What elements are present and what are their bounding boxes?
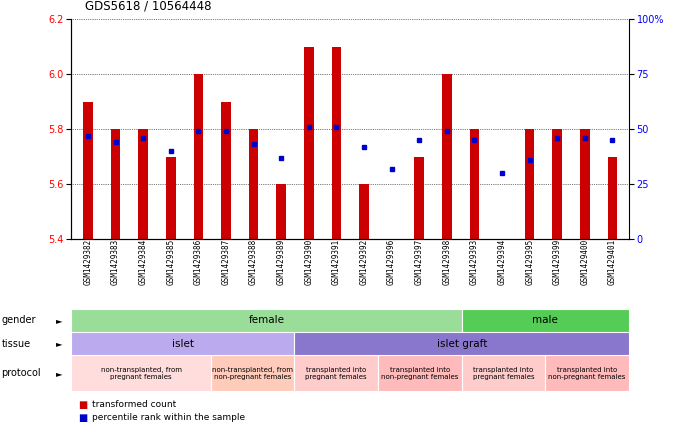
Bar (71, 309, 462, 332)
Bar (211, 355, 294, 391)
Bar (83, 102, 92, 239)
Bar (525, 129, 534, 239)
Bar (71, 332, 294, 355)
Text: GSM1429395: GSM1429395 (525, 239, 534, 285)
Bar (470, 129, 479, 239)
Bar (294, 332, 629, 355)
Bar (111, 129, 120, 239)
Text: tissue: tissue (1, 339, 31, 349)
Text: non-transplanted, from
non-pregnant females: non-transplanted, from non-pregnant fema… (212, 367, 293, 380)
Text: GSM1429392: GSM1429392 (360, 239, 369, 285)
Bar (71, 355, 211, 391)
Bar (608, 157, 617, 239)
Text: transformed count: transformed count (92, 400, 176, 409)
Bar (194, 74, 203, 239)
Text: GSM1429399: GSM1429399 (553, 239, 562, 285)
Text: GSM1429391: GSM1429391 (332, 239, 341, 285)
Bar (276, 184, 286, 239)
Text: percentile rank within the sample: percentile rank within the sample (92, 413, 245, 422)
Bar (580, 129, 590, 239)
Text: islet: islet (172, 339, 194, 349)
Text: transplanted into
non-pregnant females: transplanted into non-pregnant females (549, 367, 626, 380)
Bar (332, 47, 341, 239)
Bar (462, 355, 545, 391)
Text: GSM1429383: GSM1429383 (111, 239, 120, 285)
Bar (442, 74, 452, 239)
Bar (304, 47, 313, 239)
Bar (249, 129, 258, 239)
Text: ■: ■ (78, 412, 88, 423)
Bar (378, 355, 462, 391)
Text: gender: gender (1, 316, 36, 325)
Bar (138, 129, 148, 239)
Text: GSM1429401: GSM1429401 (608, 239, 617, 285)
Text: GSM1429393: GSM1429393 (470, 239, 479, 285)
Text: GSM1429398: GSM1429398 (442, 239, 452, 285)
Bar (414, 157, 424, 239)
Text: transplanted into
pregnant females: transplanted into pregnant females (305, 367, 367, 380)
Text: GSM1429384: GSM1429384 (139, 239, 148, 285)
Text: ■: ■ (78, 400, 88, 410)
Text: transplanted into
pregnant females: transplanted into pregnant females (473, 367, 534, 380)
Text: GDS5618 / 10564448: GDS5618 / 10564448 (85, 0, 211, 13)
Text: GSM1429388: GSM1429388 (249, 239, 258, 285)
Text: transplanted into
non-pregnant females: transplanted into non-pregnant females (381, 367, 458, 380)
Bar (552, 129, 562, 239)
Text: ►: ► (56, 369, 63, 378)
Bar (462, 309, 629, 332)
Text: GSM1429396: GSM1429396 (387, 239, 396, 285)
Text: GSM1429382: GSM1429382 (84, 239, 92, 285)
Bar (294, 355, 378, 391)
Bar (359, 184, 369, 239)
Text: GSM1429397: GSM1429397 (415, 239, 424, 285)
Text: ►: ► (56, 316, 63, 325)
Text: female: female (249, 316, 284, 325)
Text: GSM1429386: GSM1429386 (194, 239, 203, 285)
Text: GSM1429394: GSM1429394 (498, 239, 507, 285)
Text: islet graft: islet graft (437, 339, 487, 349)
Bar (166, 157, 175, 239)
Bar (545, 355, 629, 391)
Text: male: male (532, 316, 558, 325)
Text: protocol: protocol (1, 368, 41, 378)
Text: GSM1429385: GSM1429385 (167, 239, 175, 285)
Text: GSM1429389: GSM1429389 (277, 239, 286, 285)
Text: non-transplanted, from
pregnant females: non-transplanted, from pregnant females (101, 367, 182, 380)
Text: GSM1429390: GSM1429390 (304, 239, 313, 285)
Text: ►: ► (56, 339, 63, 348)
Bar (221, 102, 231, 239)
Text: GSM1429387: GSM1429387 (222, 239, 231, 285)
Text: GSM1429400: GSM1429400 (580, 239, 590, 285)
